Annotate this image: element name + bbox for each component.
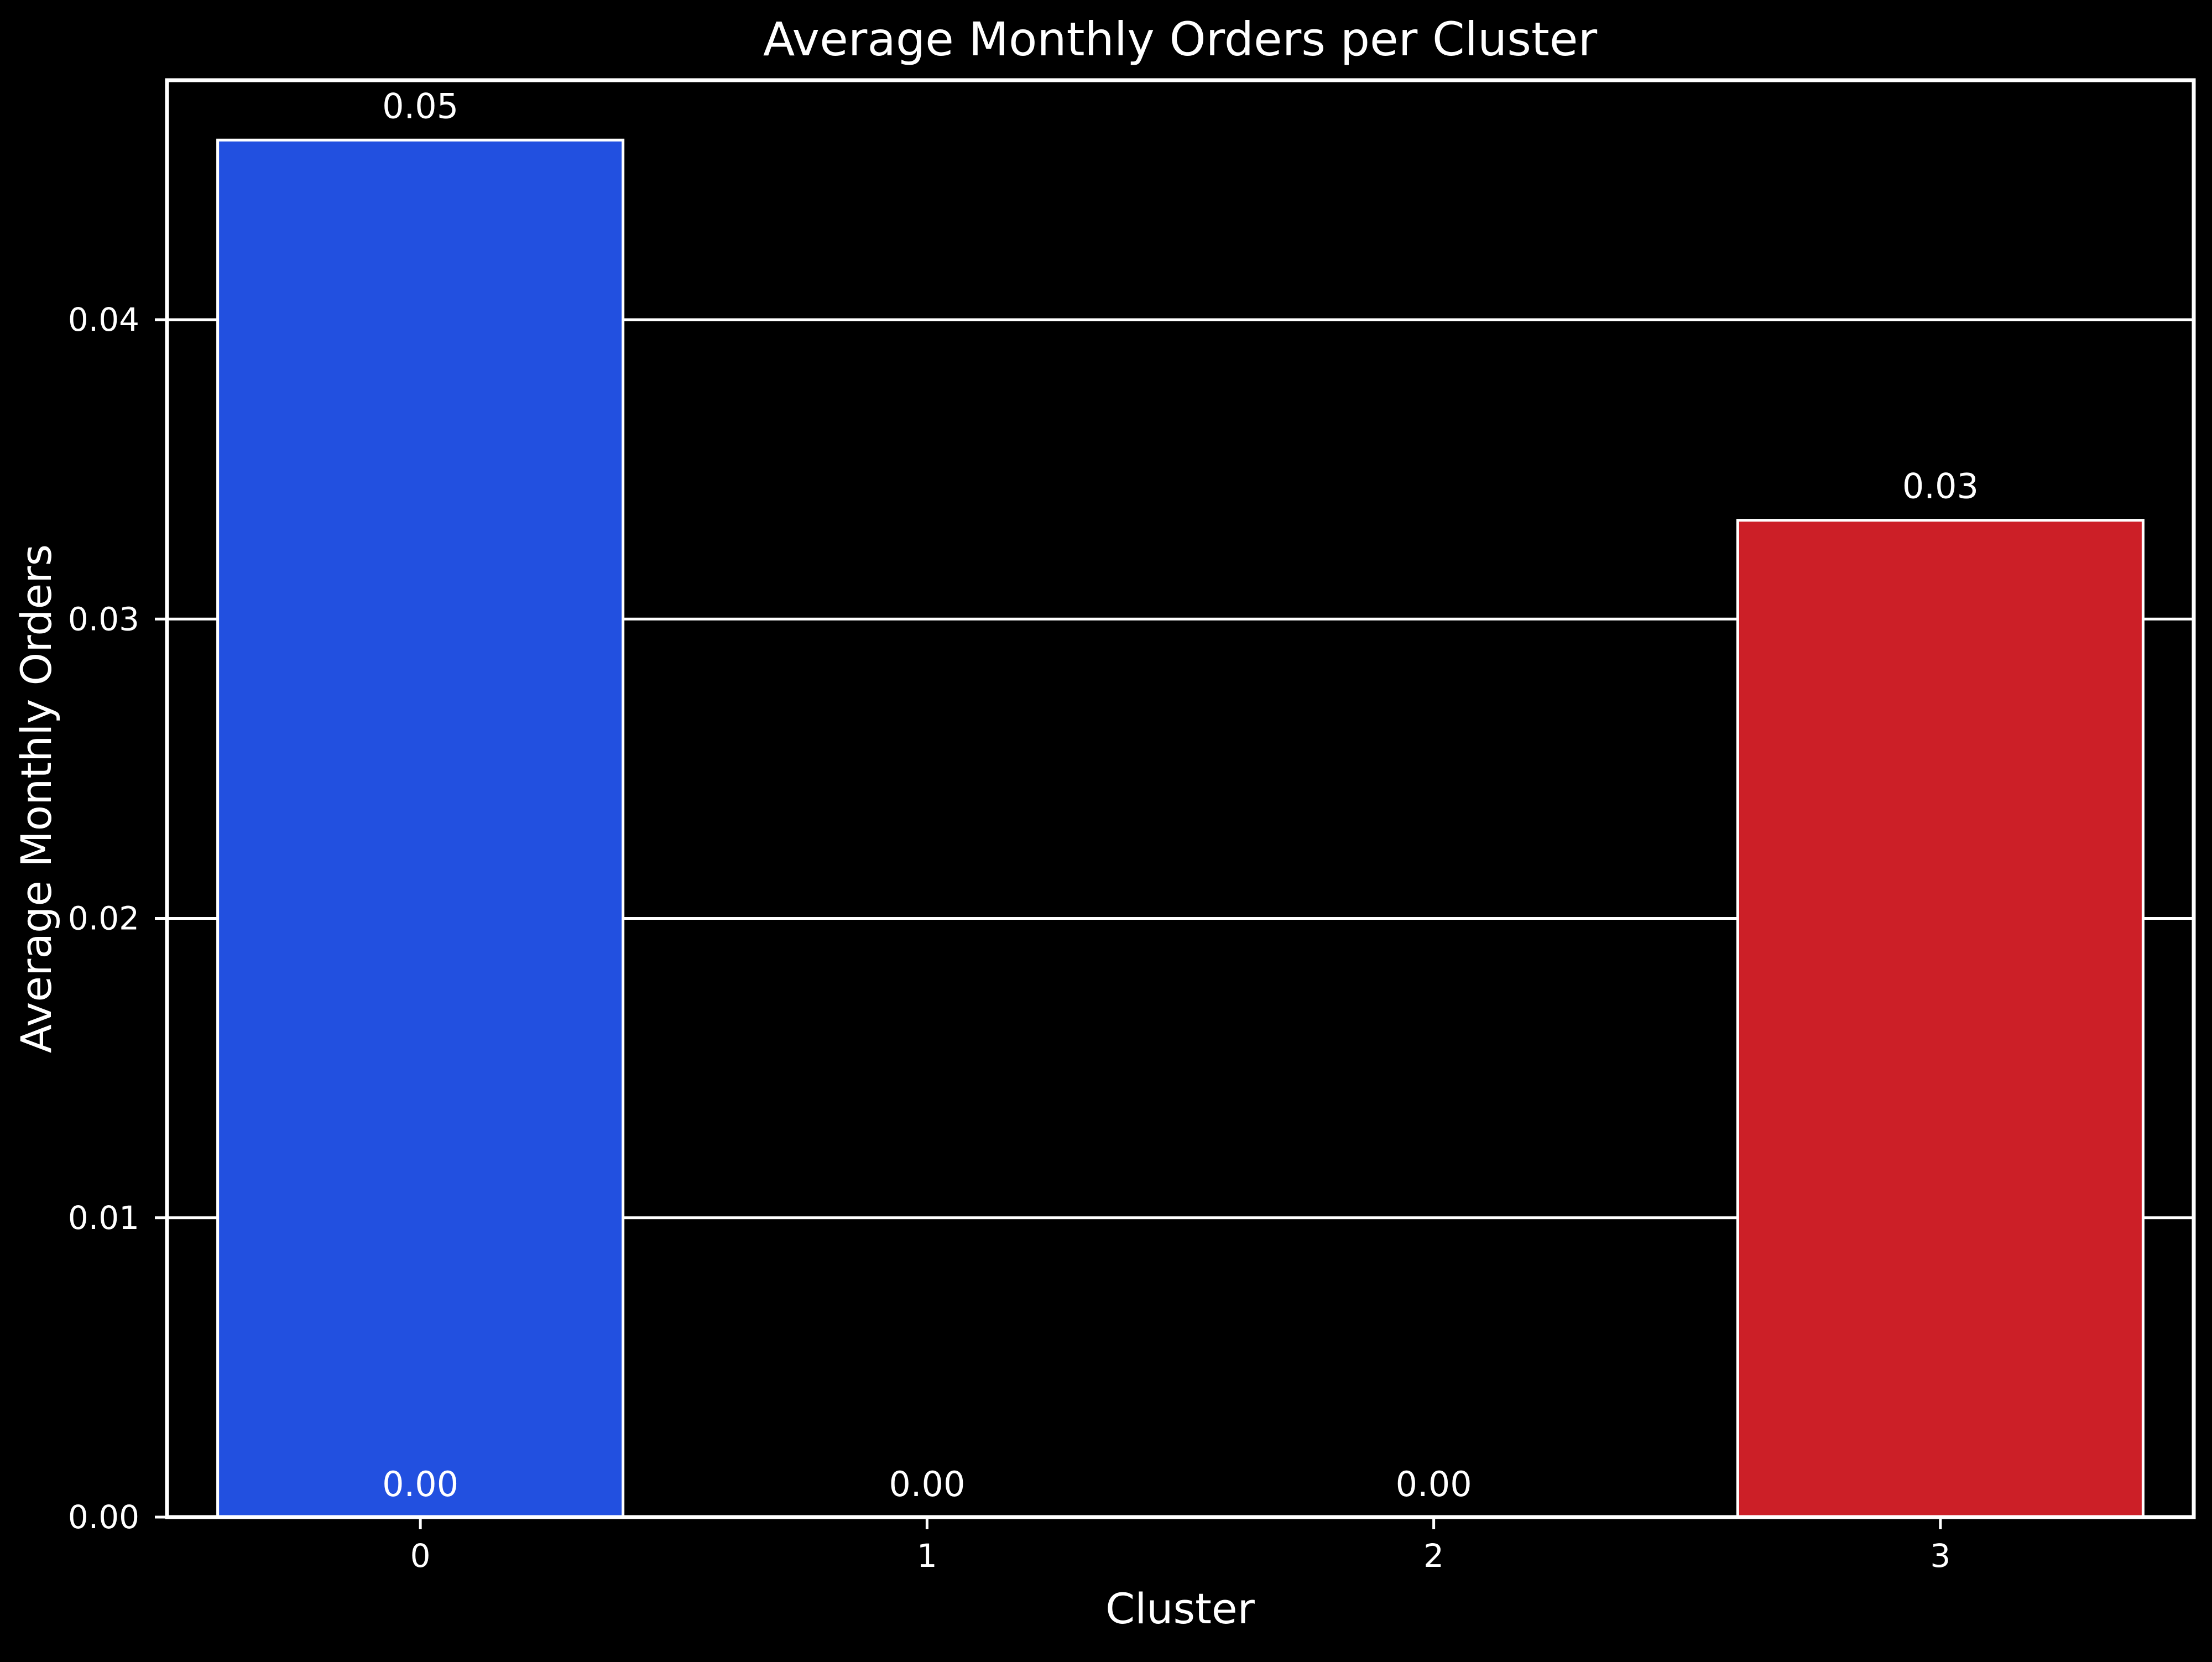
y-tick-label: 0.01 bbox=[68, 1199, 139, 1237]
x-tick-label: 3 bbox=[1930, 1537, 1950, 1575]
x-tick-label: 2 bbox=[1423, 1537, 1444, 1575]
y-tick-label: 0.03 bbox=[68, 600, 139, 638]
data-labels: 0.05 0.00 0.00 0.03 0.00 bbox=[382, 86, 1979, 1504]
bar-value-label: 0.05 bbox=[382, 86, 458, 126]
bars bbox=[216, 138, 2145, 1519]
y-tick-label: 0.04 bbox=[68, 301, 139, 338]
y-axis-label: Average Monthly Orders bbox=[12, 544, 61, 1053]
bar-value-label: 0.00 bbox=[889, 1464, 965, 1504]
bar-value-label: 0.00 bbox=[1396, 1464, 1472, 1504]
chart-title: Average Monthly Orders per Cluster bbox=[763, 12, 1598, 66]
axis-ticks: 0.00 0.01 0.02 0.03 0.04 0 1 2 3 bbox=[68, 301, 1950, 1575]
bar-base-value-label: 0.00 bbox=[382, 1464, 458, 1504]
x-tick-label: 1 bbox=[917, 1537, 937, 1575]
bar-cluster-3 bbox=[1736, 519, 2145, 1519]
x-tick-label: 0 bbox=[410, 1537, 431, 1575]
y-tick-label: 0.02 bbox=[68, 900, 139, 937]
bar-value-label: 0.03 bbox=[1902, 466, 1979, 507]
bar-cluster-0 bbox=[216, 138, 625, 1519]
plot-area-frame bbox=[165, 78, 2196, 1519]
x-axis-label: Cluster bbox=[1105, 1584, 1255, 1633]
y-tick-label: 0.00 bbox=[68, 1498, 139, 1536]
